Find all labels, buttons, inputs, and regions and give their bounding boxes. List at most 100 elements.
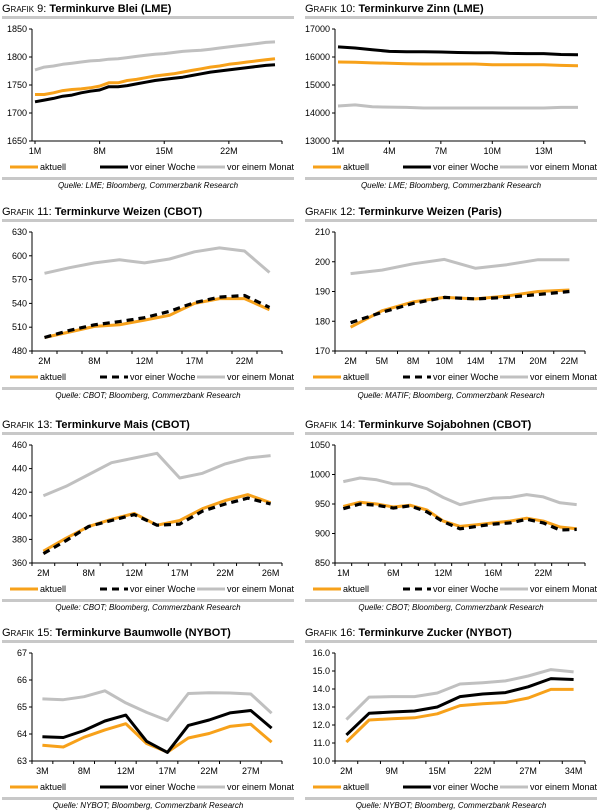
x-tick-label: 1M [29, 146, 42, 156]
y-tick-label: 630 [12, 227, 27, 237]
x-tick-label: 8M [83, 568, 96, 578]
bottom-rule [2, 797, 294, 800]
series-vor-einer-woche-line [44, 293, 271, 340]
y-tick-label: 14.0 [312, 684, 330, 694]
series-vor-einem-monat-line [44, 246, 271, 275]
legend-label-vor-einem-monat: vor einem Monat [227, 162, 294, 172]
chart-title: Grafik 16: Terminkurve Zucker (NYBOT) [305, 626, 597, 640]
x-tick-label: 17M [171, 568, 189, 578]
chart-title-text: Terminkurve Weizen (CBOT) [54, 206, 203, 218]
panel-grafik-15: Grafik 15: Terminkurve Baumwolle (NYBOT)… [2, 626, 294, 812]
title-rule [305, 432, 597, 435]
y-tick-label: 190 [315, 287, 330, 297]
x-tick-label: 2M [340, 766, 353, 776]
legend-label-vor-einem-monat: vor einem Monat [530, 782, 597, 792]
line-chart-weizen-paris: 170 180 190 200 210 2M 5M 8M 10M 14M 17M 20M 22M aktu… [313, 227, 597, 382]
x-tick-label: 22M [535, 568, 553, 578]
y-tick-label: 440 [12, 464, 27, 474]
y-tick-label: 14000 [305, 108, 330, 118]
series-vor-einem-monat-line [42, 451, 271, 498]
chart-title: Grafik 13: Terminkurve Mais (CBOT) [2, 418, 294, 432]
series-vor-einem-monat-line [350, 257, 570, 276]
chart-source: Quelle: CBOT; Bloomberg, Commerzbank Res… [358, 603, 544, 612]
x-tick-label: 2M [37, 568, 50, 578]
bottom-rule [305, 797, 597, 800]
y-tick-label: 15.0 [312, 666, 330, 676]
title-rule [305, 640, 597, 643]
panel-grafik-14: Grafik 14: Terminkurve Sojabohnen (CBOT)… [305, 418, 597, 614]
chart-title-text: Terminkurve Mais (CBOT) [55, 419, 190, 431]
x-tick-label: 22M [200, 766, 218, 776]
x-tick-label: 17M [498, 356, 516, 366]
panel-grafik-11: Grafik 11: Terminkurve Weizen (CBOT) 480… [2, 205, 294, 402]
title-rule [2, 640, 294, 643]
chart-source: Quelle: NYBOT; Bloomberg, Commerzbank Re… [355, 801, 547, 810]
chart-title: Grafik 14: Terminkurve Sojabohnen (CBOT) [305, 418, 597, 432]
x-tick-label: 2M [344, 356, 357, 366]
legend-label-aktuell: aktuell [40, 782, 66, 792]
y-tick-label: 1000 [310, 470, 330, 480]
y-tick-label: 1650 [7, 136, 27, 146]
legend-label-vor-einem-monat: vor einem Monat [530, 372, 597, 382]
panel-grafik-9: Grafik 9: Terminkurve Blei (LME) 1650 170… [2, 2, 294, 192]
y-tick-label: 420 [12, 487, 27, 497]
x-tick-label: 12M [126, 568, 144, 578]
chart-title-text: Terminkurve Zinn (LME) [358, 3, 484, 15]
y-tick-label: 15000 [305, 80, 330, 90]
y-tick-label: 210 [315, 227, 330, 237]
y-tick-label: 13000 [305, 136, 330, 146]
x-tick-label: 20M [529, 356, 547, 366]
chart-title-text: Terminkurve Baumwolle (NYBOT) [55, 627, 231, 639]
y-tick-label: 380 [12, 534, 27, 544]
chart-prefix: Grafik 9: [2, 3, 47, 15]
chart-prefix: Grafik 11: [2, 206, 52, 218]
x-tick-label: 10M [436, 356, 454, 366]
series-vor-einem-monat-line [34, 40, 276, 72]
legend-label-aktuell: aktuell [40, 584, 66, 594]
y-tick-label: 17000 [305, 24, 330, 34]
legend-label-vor-einer-woche: vor einer Woche [130, 584, 195, 594]
y-tick-label: 12.0 [312, 720, 330, 730]
y-tick-label: 1750 [7, 80, 27, 90]
bottom-rule [305, 599, 597, 602]
series-aktuell-line [44, 297, 271, 339]
x-tick-label: 26M [262, 568, 280, 578]
series-aktuell-line [35, 57, 276, 96]
chart-source: Quelle: CBOT; Bloomberg, Commerzbank Res… [55, 603, 241, 612]
panel-grafik-12: Grafik 12: Terminkurve Weizen (Paris) 17… [305, 205, 597, 402]
x-tick-label: 7M [435, 146, 448, 156]
x-tick-label: 2M [38, 356, 51, 366]
x-tick-label: 4M [383, 146, 396, 156]
chart-title-text: Terminkurve Sojabohnen (CBOT) [358, 419, 532, 431]
x-tick-label: 17M [159, 766, 177, 776]
y-tick-label: 65 [17, 702, 27, 712]
chart-title: Grafik 10: Terminkurve Zinn (LME) [305, 2, 597, 16]
title-rule [2, 16, 294, 19]
y-tick-label: 10.0 [312, 756, 330, 766]
legend-label-vor-einer-woche: vor einer Woche [433, 162, 498, 172]
chart-source: Quelle: LME; Bloomberg, Commerzbank Rese… [360, 181, 542, 190]
x-tick-label: 22M [236, 356, 254, 366]
x-tick-label: 12M [136, 356, 154, 366]
x-tick-label: 12M [435, 568, 453, 578]
x-tick-label: 27M [519, 766, 537, 776]
series-aktuell-line [349, 288, 570, 329]
series-vor-einer-woche-line [337, 45, 579, 57]
legend-label-vor-einer-woche: vor einer Woche [130, 372, 195, 382]
line-chart-sojabohnen: 850 900 950 1000 1050 1M 6M 12M 16M 22M aktuell vor… [310, 440, 597, 594]
chart-prefix: Grafik 16: [305, 627, 356, 639]
series-aktuell-line [42, 493, 272, 553]
x-tick-label: 8M [78, 766, 91, 776]
legend-label-vor-einer-woche: vor einer Woche [433, 372, 498, 382]
y-tick-label: 1850 [7, 24, 27, 34]
legend-label-aktuell: aktuell [40, 162, 66, 172]
x-tick-label: 34M [565, 766, 583, 776]
series-vor-einem-monat-line [345, 668, 574, 721]
y-tick-label: 16000 [305, 52, 330, 62]
series-vor-einer-woche-line [42, 496, 272, 555]
y-tick-label: 400 [12, 511, 27, 521]
legend-label-vor-einer-woche: vor einer Woche [433, 584, 498, 594]
x-tick-label: 22M [220, 146, 238, 156]
y-tick-label: 200 [315, 257, 330, 267]
legend-label-vor-einer-woche: vor einer Woche [433, 782, 498, 792]
